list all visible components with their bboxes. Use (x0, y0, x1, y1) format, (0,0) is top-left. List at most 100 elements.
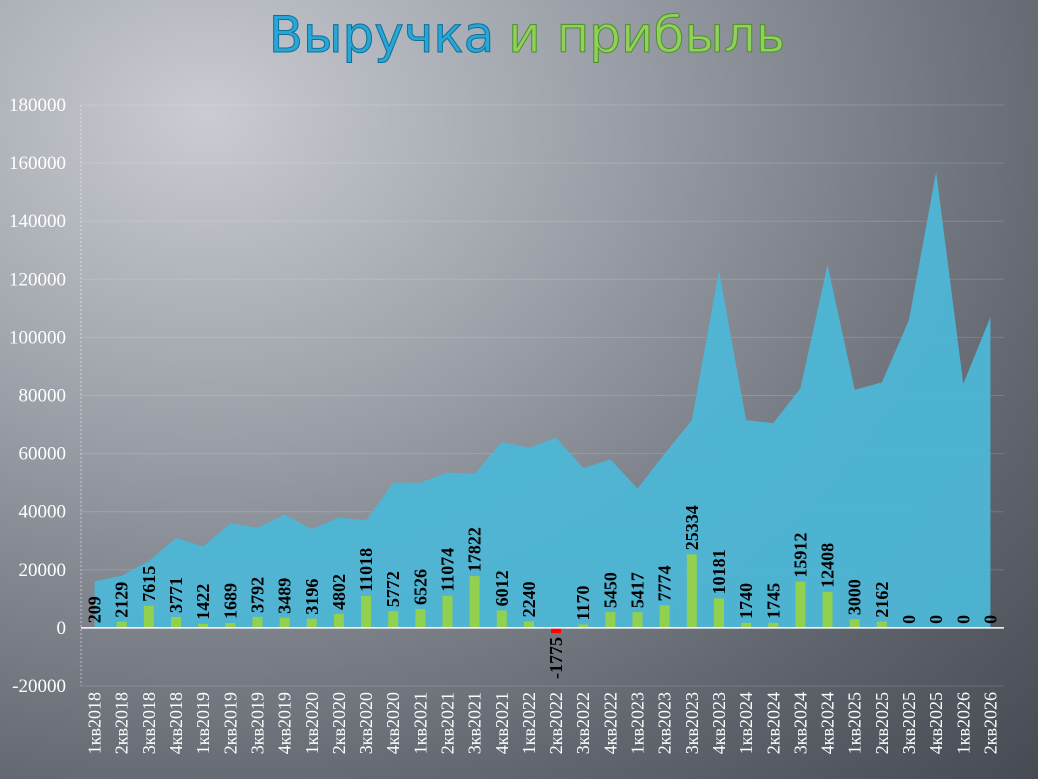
x-tick-label: 3кв2019 (247, 692, 267, 754)
x-tick-label: 3кв2021 (465, 692, 485, 754)
y-tick-label: 60000 (19, 444, 67, 465)
profit-bar (361, 595, 372, 628)
profit-bar (849, 619, 860, 628)
data-label: 2162 (872, 582, 892, 618)
x-tick-label: 1кв2024 (736, 692, 756, 754)
x-tick-label: 1кв2023 (628, 692, 648, 754)
data-label: 209 (85, 596, 105, 623)
data-label: -1775 (546, 637, 566, 679)
profit-bar (605, 612, 616, 628)
x-tick-label: 2кв2025 (872, 692, 892, 754)
profit-bar (306, 618, 317, 628)
x-tick-label: 3кв2024 (790, 692, 810, 754)
profit-bar (225, 622, 236, 628)
data-label: 15912 (790, 533, 810, 578)
x-tick-label: 4кв2023 (709, 692, 729, 754)
data-label: 1740 (736, 583, 756, 619)
profit-bar (116, 621, 127, 628)
data-label: 0 (980, 615, 1000, 624)
data-label: 25334 (682, 505, 702, 550)
data-label: 3000 (845, 579, 865, 615)
x-tick-label: 2кв2018 (112, 692, 132, 754)
data-label: 6012 (492, 570, 512, 606)
profit-bar (143, 605, 154, 628)
profit-bar (333, 613, 344, 628)
profit-bar (551, 627, 562, 634)
data-label: 11018 (356, 548, 376, 592)
x-tick-label: 1кв2021 (410, 692, 430, 754)
x-tick-label: 3кв2023 (682, 692, 702, 754)
profit-bar (388, 611, 399, 628)
profit-bar (632, 612, 643, 628)
profit-bar (578, 624, 589, 628)
title-part: Выручка (269, 6, 495, 64)
profit-bar (252, 616, 263, 628)
x-tick-label: 2кв2022 (546, 692, 566, 754)
y-tick-label: 100000 (9, 327, 66, 348)
x-tick-label: 4кв2020 (383, 692, 403, 754)
y-tick-label: 120000 (9, 269, 66, 290)
chart-title: Выручка и прибыль (269, 6, 786, 64)
data-label: 1689 (220, 583, 240, 619)
x-tick-label: 1кв2020 (302, 692, 322, 754)
data-label: 17822 (465, 527, 485, 572)
profit-bar (713, 598, 724, 628)
data-label: 6526 (410, 569, 430, 605)
x-tick-label: 3кв2020 (356, 692, 376, 754)
x-tick-label: 4кв2018 (166, 692, 186, 754)
profit-bar (171, 616, 182, 628)
data-label: 0 (953, 615, 973, 624)
y-tick-label: 0 (57, 618, 67, 639)
x-tick-label: 1кв2019 (193, 692, 213, 754)
y-tick-label: 160000 (9, 153, 66, 174)
data-label: 1422 (193, 584, 213, 620)
data-label: 12408 (818, 543, 838, 588)
data-label: 4802 (329, 574, 349, 610)
profit-bar (659, 605, 670, 628)
x-tick-label: 4кв2025 (926, 692, 946, 754)
data-label: 5450 (600, 572, 620, 608)
data-label: 11074 (437, 548, 457, 592)
profit-bar (876, 621, 887, 628)
data-label: 3196 (302, 579, 322, 615)
x-tick-label: 4кв2024 (818, 692, 838, 754)
data-label: 7774 (655, 565, 675, 601)
y-tick-label: 40000 (19, 502, 67, 523)
x-tick-label: 4кв2022 (600, 692, 620, 754)
data-label: 1170 (573, 585, 593, 620)
profit-bar (686, 554, 697, 628)
data-label: 2240 (519, 581, 539, 617)
profit-bar (523, 621, 534, 628)
x-tick-label: 2кв2020 (329, 692, 349, 754)
profit-bar (442, 595, 453, 628)
data-label: 10181 (709, 549, 729, 594)
profit-bar (279, 617, 290, 628)
x-tick-label: 3кв2018 (139, 692, 159, 754)
data-label: 2129 (112, 582, 132, 618)
profit-bar (822, 591, 833, 628)
data-label: 0 (926, 615, 946, 624)
x-tick-label: 2кв2026 (980, 692, 1000, 754)
data-label: 3771 (166, 577, 186, 613)
x-tick-label: 2кв2019 (220, 692, 240, 754)
data-label: 7615 (139, 566, 159, 602)
x-tick-label: 1кв2025 (845, 692, 865, 754)
profit-bar (198, 623, 209, 628)
y-tick-label: -20000 (12, 676, 66, 697)
x-tick-label: 2кв2021 (437, 692, 457, 754)
y-tick-label: 140000 (9, 211, 66, 232)
data-label: 3489 (275, 578, 295, 614)
profit-bar (469, 576, 480, 628)
data-label: 5417 (628, 572, 648, 608)
data-label: 0 (899, 615, 919, 624)
profit-bar (768, 622, 779, 628)
x-tick-label: 1кв2026 (953, 692, 973, 754)
data-label: 1745 (763, 583, 783, 619)
x-tick-label: 4кв2021 (492, 692, 512, 754)
x-tick-label: 3кв2025 (899, 692, 919, 754)
data-label: 3792 (247, 577, 267, 613)
profit-bar (741, 622, 752, 628)
x-tick-label: 3кв2022 (573, 692, 593, 754)
